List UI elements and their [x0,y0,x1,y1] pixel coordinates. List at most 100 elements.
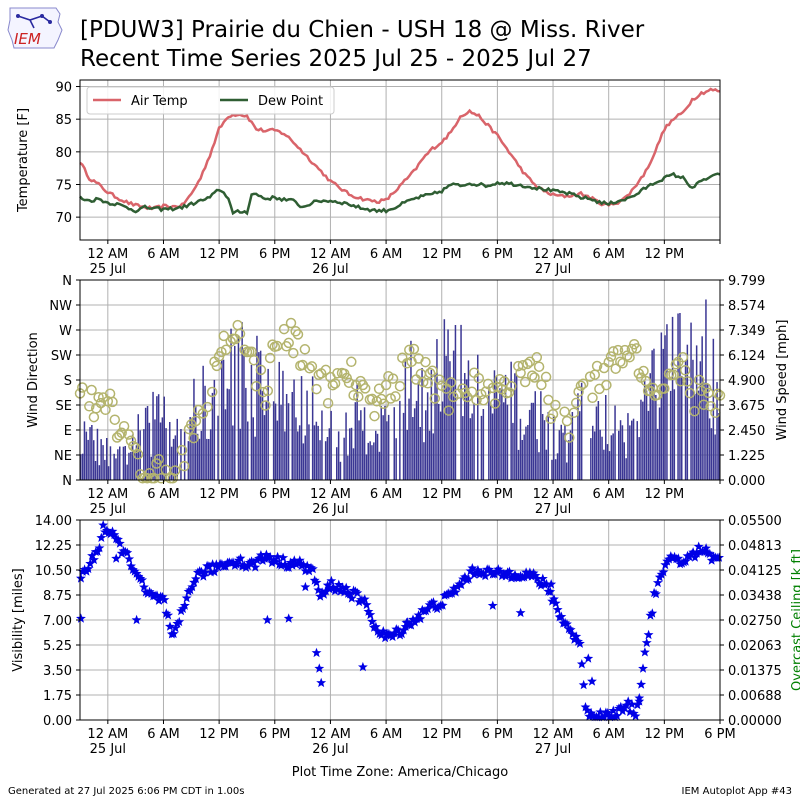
wind-speed-bar [98,465,101,480]
wind-speed-bar [645,390,648,480]
y-tick-label: SE [56,399,72,414]
wind-speed-bar [541,414,544,480]
wind-speed-bar [447,329,449,480]
wind-speed-bar [510,361,512,480]
wind-speed-bar [300,376,303,480]
x-date-label: 27 Jul [535,742,571,757]
wind-direction-point [543,394,554,406]
visibility-point [109,529,120,540]
visibility-point [575,638,585,648]
visibility-point [545,586,556,597]
wind-speed-bar [445,355,447,480]
wind-speed-bar [243,350,245,480]
x-tick-label: 12 PM [644,247,684,262]
visibility-point [401,617,412,628]
visibility-point [270,556,281,566]
wind-speed-bar [362,430,364,480]
wind-direction-point [390,391,401,402]
visibility-point [131,568,142,578]
visibility-point [345,589,355,599]
wind-speed-bar [625,458,627,480]
wind-direction-point [489,398,501,409]
wind-speed-bar [183,431,186,480]
wind-speed-bar [640,399,642,480]
visibility-point [639,647,650,657]
wind-direction-point [306,361,318,372]
wind-direction-point [422,378,434,389]
visibility-point [322,580,333,590]
wind-speed-bar [597,401,600,480]
wind-speed-bar [258,352,260,480]
wind-speed-bar [287,403,290,480]
wind-direction-point [130,442,141,454]
y2-tick-label: 0.03438 [728,589,782,604]
wind-speed-bar [352,448,355,480]
wind-speed-bar [347,455,349,480]
network-icon [17,15,51,29]
visibility-point [358,661,368,672]
wind-direction-point [283,337,294,349]
wind-speed-bar [515,375,518,480]
wind-speed-bar [521,440,523,480]
wind-speed-bar [406,430,408,480]
wind-speed-bar [480,415,483,480]
wind-speed-bar [146,406,149,480]
visibility-point [534,578,545,588]
visibility-point [714,552,724,562]
wind-direction-y-ticks: N NE E SE S SW W NW N [49,274,80,489]
wind-speed-bar [228,389,230,480]
visibility-y-ticks: 0.00 1.75 3.50 5.25 7.00 8.75 10.50 12.25 14.00 [35,514,80,729]
visibility-point [415,613,426,624]
wind-direction-point [359,383,371,394]
wind-direction-point [591,360,603,372]
wind-direction-point [401,358,413,369]
visibility-point [580,702,591,712]
visibility-point [651,588,661,599]
visibility-point [161,608,172,618]
visibility-point [447,588,457,598]
wind-speed-bar [94,461,97,480]
wind-speed-bar [267,368,269,480]
visibility-point [113,534,123,544]
visibility-point [307,563,318,574]
wind-speed-bar [571,412,574,480]
wind-speed-bar [295,417,297,480]
visibility-point [265,551,276,562]
x-tick-label: 6 AM [370,247,403,262]
visibility-point [111,553,122,563]
wind-speed-bar [367,442,369,480]
visibility-point [519,572,530,582]
wind-direction-point [320,364,332,376]
x-tick-label: 6 PM [704,727,735,742]
visibility-point [480,570,491,581]
visibility-point [536,580,546,590]
x-tick-label: 12 AM [310,247,351,262]
wind-speed-bar [376,433,379,480]
visibility-point [332,584,342,594]
x-tick-label: 12 PM [199,727,239,742]
wind-speed-bar [536,439,538,480]
visibility-point [289,555,300,565]
wind-direction-point [603,356,614,368]
wind-speed-bar [677,313,679,480]
visibility-point [133,571,144,581]
wind-speed-bar [569,430,572,480]
visibility-point [484,564,494,574]
wind-direction-point [689,405,700,417]
y-tick-label: 14.00 [35,514,72,529]
wind-speed-bar [128,452,130,480]
wind-direction-point [677,351,689,363]
wind-speed-bar [226,388,229,480]
wind-speed-bar [378,451,381,480]
wind-direction-point [211,360,223,372]
dew-point-line [79,171,721,216]
wind-direction-point [675,375,686,387]
visibility-point [76,613,86,623]
wind-speed-bar [282,370,284,480]
x-tick-label: 6 PM [259,247,290,262]
wind-speed-bar [315,421,318,480]
visibility-point [341,582,352,592]
visibility-point [235,553,246,563]
wind-speed-bar [113,453,115,480]
wind-speed-bar [106,438,108,480]
